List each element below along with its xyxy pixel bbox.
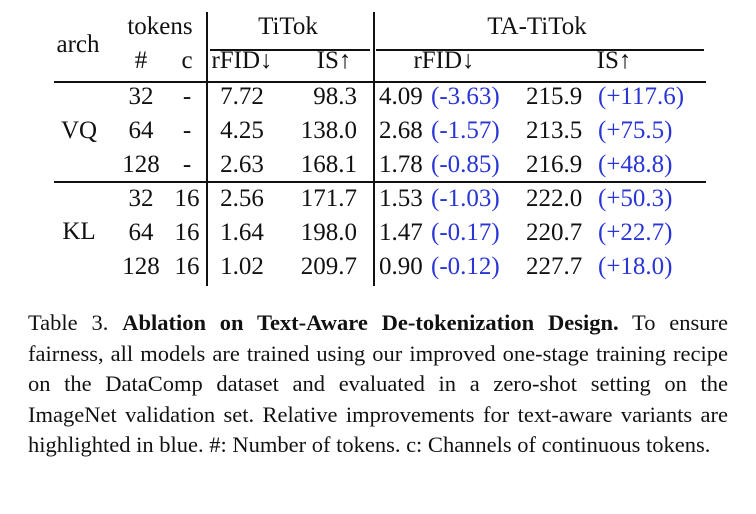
table-cell: 32 xyxy=(128,185,154,212)
divider-tokens xyxy=(206,12,208,286)
table-cell: 0.90 xyxy=(379,253,423,280)
delta-cell: (+22.7) xyxy=(598,219,673,246)
table-cell: 4.09 xyxy=(379,83,423,110)
table-cell: 220.7 xyxy=(526,219,583,246)
header-titok-is: IS↑ xyxy=(316,47,352,74)
table-caption: Table 3. Ablation on Text-Aware De-token… xyxy=(28,308,728,461)
delta-cell: (-0.85) xyxy=(431,151,500,178)
header-ta-rfid: rFID↓ xyxy=(413,47,475,74)
table-cell: 1.02 xyxy=(220,253,264,280)
divider-models xyxy=(373,12,375,286)
table-cell: 138.0 xyxy=(300,117,357,144)
table-cell: 128 xyxy=(122,151,160,178)
delta-cell: (+117.6) xyxy=(598,83,685,110)
caption-label: Table 3. xyxy=(28,310,109,335)
table-cell: 2.56 xyxy=(220,185,264,212)
table-cell: 198.0 xyxy=(300,219,357,246)
header-titok-rfid: rFID↓ xyxy=(211,47,273,74)
table-cell: - xyxy=(182,151,192,178)
delta-cell: (-1.03) xyxy=(431,185,500,212)
results-table: arch tokens # c TiTok TA-TiTok rFID↓ IS↑… xyxy=(54,12,714,287)
header-tatitok: TA-TiTok xyxy=(487,13,587,40)
delta-cell: (-0.12) xyxy=(431,253,500,280)
header-arch: arch xyxy=(56,31,100,58)
table-cell: 227.7 xyxy=(526,253,583,280)
rule-tatitok xyxy=(376,49,704,51)
table-cell: 16 xyxy=(174,219,200,246)
header-channels: c xyxy=(181,47,193,74)
table-cell: 213.5 xyxy=(526,117,583,144)
delta-cell: (+50.3) xyxy=(598,185,673,212)
table-cell: 2.63 xyxy=(220,151,264,178)
table-cell: - xyxy=(182,117,192,144)
header-token-count: # xyxy=(134,47,148,74)
table-cell: 16 xyxy=(174,185,200,212)
table-cell: 1.64 xyxy=(220,219,264,246)
delta-cell: (-3.63) xyxy=(431,83,500,110)
group-arch-kl: KL xyxy=(62,218,96,245)
table-cell: 98.3 xyxy=(313,83,357,110)
table-cell: 64 xyxy=(128,219,154,246)
table-cell: 16 xyxy=(174,253,200,280)
table-cell: 1.53 xyxy=(379,185,423,212)
delta-cell: (-1.57) xyxy=(431,117,500,144)
table-cell: 216.9 xyxy=(526,151,583,178)
rule-group xyxy=(54,181,706,183)
group-arch-vq: VQ xyxy=(60,117,98,144)
table-cell: 168.1 xyxy=(300,151,357,178)
delta-cell: (+18.0) xyxy=(598,253,673,280)
rule-titok xyxy=(210,49,370,51)
table-cell: 215.9 xyxy=(526,83,583,110)
delta-cell: (+75.5) xyxy=(598,117,673,144)
table-cell: 128 xyxy=(122,253,160,280)
table-cell: 209.7 xyxy=(300,253,357,280)
table-cell: 222.0 xyxy=(526,185,583,212)
table-cell: 7.72 xyxy=(220,83,264,110)
delta-cell: (+48.8) xyxy=(598,151,673,178)
table-cell: 1.78 xyxy=(379,151,423,178)
table-cell: 32 xyxy=(128,83,154,110)
delta-cell: (-0.17) xyxy=(431,219,500,246)
table-cell: 4.25 xyxy=(220,117,264,144)
caption-body: To ensure fairness, all models are train… xyxy=(28,310,729,457)
table-cell: 171.7 xyxy=(300,185,357,212)
rule-header xyxy=(54,81,706,83)
header-tokens: tokens xyxy=(127,13,193,40)
table-cell: - xyxy=(182,83,192,110)
header-titok: TiTok xyxy=(258,13,318,40)
header-ta-is: IS↑ xyxy=(596,47,632,74)
table-cell: 2.68 xyxy=(379,117,423,144)
table-cell: 64 xyxy=(128,117,154,144)
caption-title: Ablation on Text-Aware De-tokenization D… xyxy=(122,310,619,335)
table-cell: 1.47 xyxy=(379,219,423,246)
